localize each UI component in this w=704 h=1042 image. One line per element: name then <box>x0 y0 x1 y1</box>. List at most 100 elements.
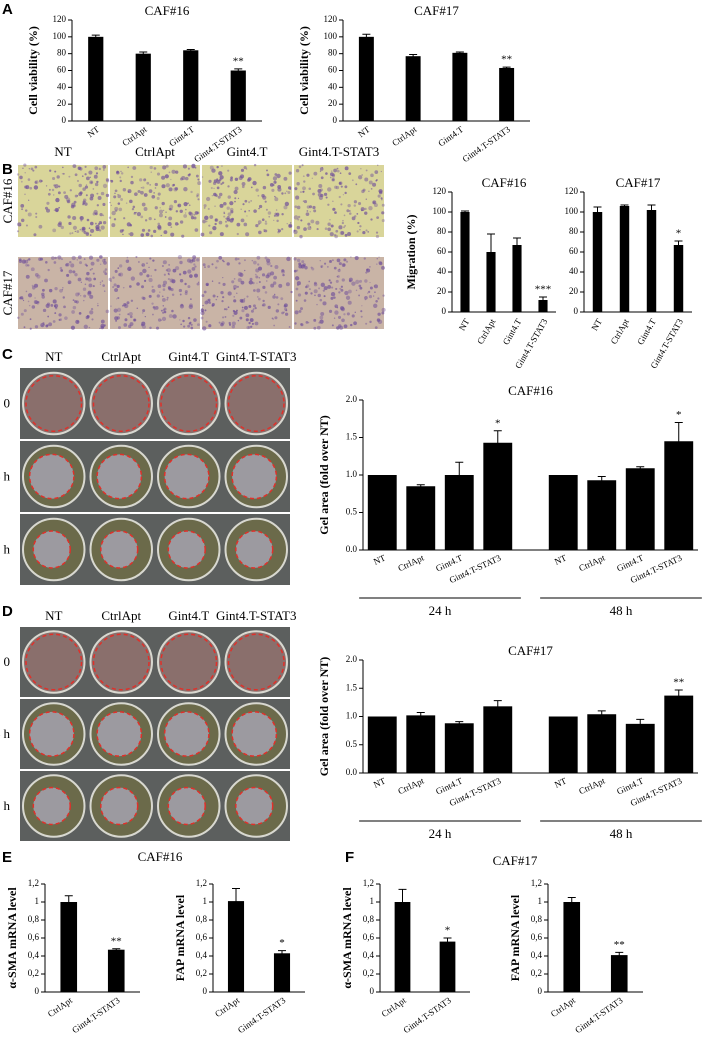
cell-dot <box>257 263 260 266</box>
cell-dot <box>61 173 64 175</box>
cell-dot <box>341 278 345 282</box>
cell-dot <box>305 285 308 289</box>
cell-dot <box>87 291 92 296</box>
cell-dot <box>341 318 345 323</box>
cell-dot <box>17 316 20 320</box>
cell-dot <box>229 201 234 206</box>
cell-dot <box>298 309 302 313</box>
bar <box>548 716 578 773</box>
bar <box>592 212 603 312</box>
cell-dot <box>214 218 219 222</box>
y-tick-label: 120 <box>53 14 67 24</box>
cell-dot <box>290 225 292 227</box>
cell-dot <box>238 175 243 181</box>
x-tick-label: NT <box>457 317 472 333</box>
cell-dot <box>338 291 341 294</box>
cell-dot <box>16 230 20 233</box>
cell-dot <box>380 197 383 200</box>
cell-dot <box>143 279 147 283</box>
cell-dot <box>84 165 87 168</box>
cell-dot <box>338 268 341 270</box>
cell-dot <box>347 204 351 208</box>
cell-dot <box>45 303 50 308</box>
cell-dot <box>89 234 92 236</box>
error-bar <box>674 689 683 702</box>
cell-dot <box>236 285 239 288</box>
cell-dot <box>273 293 276 296</box>
cell-dot <box>322 301 327 306</box>
y-tick-label: 0.5 <box>346 739 358 749</box>
cell-dot <box>140 190 144 195</box>
cell-dot <box>334 185 338 189</box>
error-bar <box>186 48 195 52</box>
cell-dot <box>92 272 95 275</box>
cell-dot <box>244 210 247 213</box>
cell-dot <box>89 176 91 179</box>
cell-dot <box>332 173 336 177</box>
error-bar <box>455 721 464 725</box>
gel <box>232 711 277 757</box>
chart-title: CAF#16 <box>482 175 527 190</box>
cell-dot <box>53 209 56 211</box>
gel-outline <box>167 530 206 569</box>
bar <box>460 212 470 312</box>
cell-dot <box>34 325 39 329</box>
cell-dot <box>100 325 105 330</box>
cell-dot <box>22 167 24 169</box>
significance: * <box>279 937 285 949</box>
cell-dot <box>83 294 87 298</box>
cell-dot <box>301 164 304 167</box>
image-column-label: Gint4.T-STAT3 <box>216 608 296 623</box>
y-tick-label: 1 <box>35 896 40 906</box>
cell-dot <box>65 263 68 267</box>
cell-dot <box>203 206 206 209</box>
y-tick-label: 0,4 <box>196 950 208 960</box>
x-tick-label: CtrlApt <box>390 124 419 148</box>
cell-dot <box>233 296 235 298</box>
cell-dot <box>57 222 62 228</box>
cell-dot <box>264 200 267 203</box>
cell-dot <box>87 277 92 282</box>
cell-dot <box>19 296 22 300</box>
cell-dot <box>146 274 150 278</box>
cell-dot <box>138 261 140 263</box>
cell-dot <box>110 305 112 307</box>
cell-dot <box>194 228 199 232</box>
cell-dot <box>146 262 148 264</box>
bar <box>610 955 628 992</box>
cell-dot <box>81 175 84 177</box>
micrograph <box>108 163 202 238</box>
cell-dot <box>366 268 371 273</box>
cell-dot <box>327 222 331 226</box>
cell-dot <box>190 298 192 300</box>
cell-dot <box>187 173 191 177</box>
error-bar <box>493 430 502 455</box>
y-tick-label: 0,8 <box>28 914 40 924</box>
cell-dot <box>118 207 123 212</box>
cell-dot <box>365 322 368 325</box>
cell-dot <box>343 313 346 316</box>
cell-dot <box>114 192 116 194</box>
cell-dot <box>90 307 94 311</box>
cell-dot <box>88 255 94 260</box>
cell-dot <box>247 177 252 181</box>
cell-dot <box>170 178 172 181</box>
cell-dot <box>205 320 208 323</box>
cell-dot <box>220 182 223 186</box>
cell-dot <box>309 226 312 228</box>
cell-dot <box>303 199 308 204</box>
cell-dot <box>126 301 130 305</box>
cell-dot <box>132 205 136 209</box>
panel-title: CAF#17 <box>493 853 538 868</box>
cell-dot <box>327 227 332 232</box>
y-tick-label: 0 <box>574 306 579 316</box>
cell-dot <box>99 263 102 266</box>
y-tick-label: 40 <box>437 266 447 276</box>
y-tick-label: 0.0 <box>346 767 358 777</box>
y-tick-label: 1,2 <box>363 878 374 888</box>
cell-dot <box>252 304 256 308</box>
y-tick-label: 0 <box>370 986 375 996</box>
cell-dot <box>262 185 267 190</box>
cell-dot <box>343 226 346 229</box>
cell-dot <box>300 219 303 222</box>
